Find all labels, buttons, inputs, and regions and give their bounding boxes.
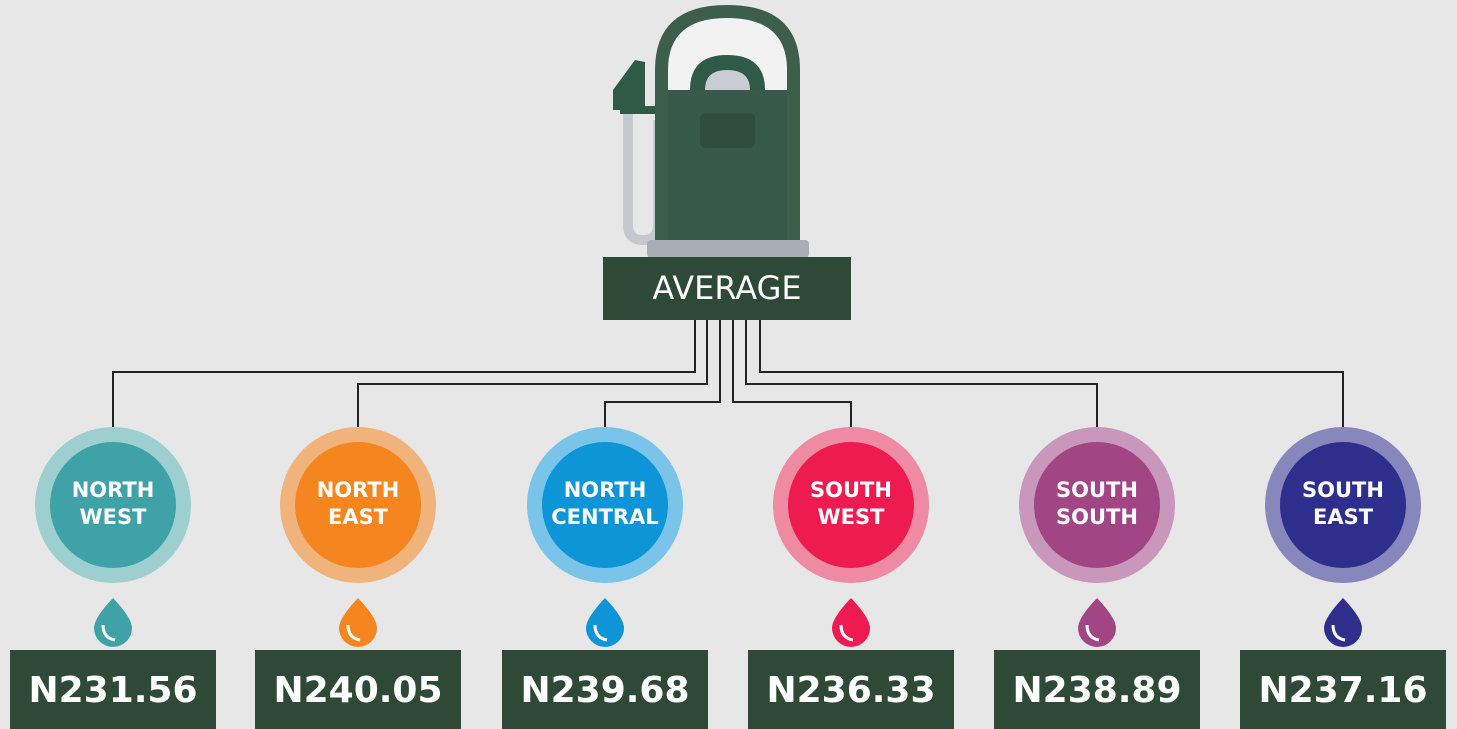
region-name: EAST bbox=[1313, 505, 1374, 529]
region-price: N237.16 bbox=[1258, 670, 1427, 711]
region-price: N238.89 bbox=[1012, 670, 1181, 711]
pump-screen bbox=[700, 113, 755, 148]
average-label: AVERAGE bbox=[652, 269, 801, 307]
region-name: WEST bbox=[818, 505, 886, 529]
region-name: NORTH bbox=[72, 478, 155, 502]
region-price: N239.68 bbox=[520, 670, 689, 711]
region-price: N236.33 bbox=[766, 670, 935, 711]
region-name: EAST bbox=[328, 505, 389, 529]
page: AVERAGE NORTH WEST N231.56 NORTH EAST N240.05… bbox=[0, 0, 1457, 729]
nozzle-bar bbox=[620, 106, 660, 114]
region-name: SOUTH bbox=[810, 478, 892, 502]
region-name: SOUTH bbox=[1056, 505, 1138, 529]
pump-base bbox=[647, 240, 809, 258]
region-price: N240.05 bbox=[273, 670, 442, 711]
region-name: CENTRAL bbox=[551, 505, 658, 529]
infographic: AVERAGE NORTH WEST N231.56 NORTH EAST N240.05… bbox=[0, 0, 1457, 729]
region-name: SOUTH bbox=[1056, 478, 1138, 502]
region-name: SOUTH bbox=[1302, 478, 1384, 502]
region-price: N231.56 bbox=[28, 670, 197, 711]
region-name: NORTH bbox=[317, 478, 400, 502]
region-name: NORTH bbox=[564, 478, 647, 502]
region-name: WEST bbox=[80, 505, 148, 529]
